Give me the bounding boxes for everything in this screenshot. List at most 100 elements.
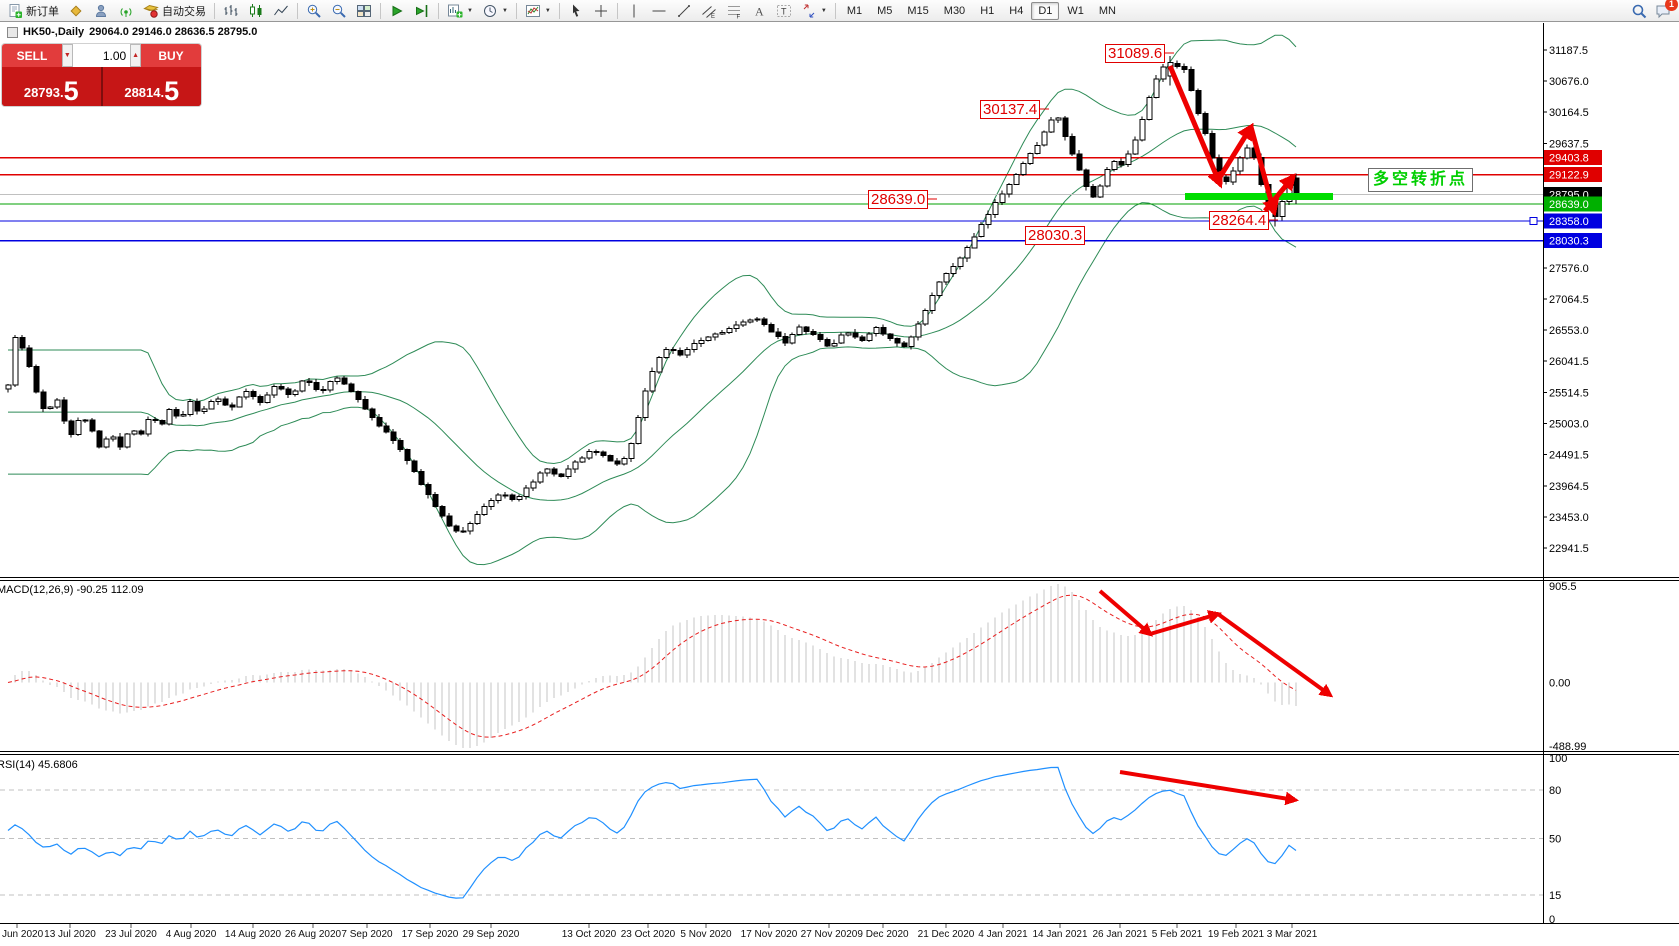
price-axis[interactable]: 31187.5 30676.0 30164.5 29637.5 27576.0 27064… [1529, 45, 1602, 555]
svg-text:23964.5: 23964.5 [1549, 481, 1589, 493]
signals-button[interactable] [114, 0, 138, 22]
svg-text:23453.0: 23453.0 [1549, 512, 1589, 524]
new-chart-button[interactable]: ▼ [443, 0, 477, 22]
trend-arrows[interactable] [1098, 65, 1334, 806]
autotrading-button[interactable]: 自动交易 [139, 0, 210, 22]
vertical-line-icon [633, 4, 635, 17]
crosshair-tool-button[interactable] [589, 0, 613, 22]
zoom-out-icon [332, 4, 346, 18]
rsi-label: RSI(14) 45.6806 [0, 759, 78, 771]
svg-text:25514.5: 25514.5 [1549, 388, 1589, 400]
vertical-line-tool[interactable] [622, 0, 646, 22]
toolbar-separator [515, 2, 517, 19]
line-chart-icon [274, 5, 288, 15]
new-order-label: 新订单 [26, 5, 59, 18]
trend-arrow [1248, 126, 1280, 217]
candlestick-chart-button[interactable] [244, 0, 268, 22]
text-tool[interactable]: A [747, 0, 771, 22]
svg-text:26041.5: 26041.5 [1549, 356, 1589, 368]
macd-indicator: MACD(12,26,9) -90.25 112.09 905.5 0.00 -488… [0, 581, 1586, 753]
buy-price[interactable]: 28814. 5 [102, 67, 201, 106]
price-annotation[interactable]: 31089.6 [1105, 44, 1166, 63]
line-chart-button[interactable] [269, 0, 293, 22]
ohlc-values: 29064.0 29146.0 28636.5 28795.0 [89, 26, 258, 38]
svg-text:7 Sep 2020: 7 Sep 2020 [341, 929, 393, 940]
arrows-tool[interactable]: ▼ [797, 0, 831, 22]
timeframe-mn[interactable]: MN [1098, 4, 1116, 17]
indicators-button[interactable]: ▼ [521, 0, 555, 22]
volume-input[interactable] [72, 44, 131, 67]
bar-chart-button[interactable] [219, 0, 243, 22]
svg-text:Jun 2020: Jun 2020 [2, 929, 44, 940]
zoom-in-icon [307, 4, 321, 18]
price-annotation[interactable]: 28264.4 [1209, 211, 1270, 230]
chart-shift-button[interactable] [410, 0, 434, 22]
cursor-tool-button[interactable] [564, 0, 588, 22]
bollinger-bands [8, 34, 1297, 566]
svg-text:27576.0: 27576.0 [1549, 263, 1589, 275]
svg-text:28358.0: 28358.0 [1549, 216, 1589, 228]
timeframe-m1[interactable]: M1 [846, 4, 863, 17]
notification-badge: 1 [1665, 0, 1678, 11]
svg-text:28030.3: 28030.3 [1549, 236, 1589, 248]
periods-button[interactable]: ▼ [478, 0, 512, 22]
symbol-period-label: HK50-,Daily [23, 26, 85, 38]
svg-text:14 Aug 2020: 14 Aug 2020 [225, 929, 282, 940]
svg-text:905.5: 905.5 [1549, 581, 1577, 593]
turning-point-label[interactable]: 多空转折点 [1368, 168, 1474, 192]
svg-text:29637.5: 29637.5 [1549, 139, 1589, 151]
date-axis[interactable]: Jun 2020 13 Jul 2020 23 Jul 2020 4 Aug 2020… [2, 924, 1318, 940]
sell-button[interactable]: SELL [2, 44, 62, 67]
price-annotation[interactable]: 30137.4 [980, 100, 1041, 119]
price-annotation[interactable]: 28030.3 [1025, 226, 1086, 245]
toolbar-separator [214, 2, 215, 19]
timeframe-h4[interactable]: H4 [1009, 4, 1024, 17]
timeframe-h1[interactable]: H1 [980, 4, 995, 17]
candlestick-icon [250, 3, 262, 17]
buy-price-main: 28814. [124, 85, 165, 100]
timeframe-m30[interactable]: M30 [943, 4, 966, 17]
svg-text:0.00: 0.00 [1549, 678, 1570, 690]
auto-scroll-button[interactable] [385, 0, 409, 22]
tile-windows-button[interactable] [352, 0, 376, 22]
svg-text:31187.5: 31187.5 [1549, 45, 1588, 57]
toolbar-separator [834, 2, 836, 19]
timeframe-d1[interactable]: D1 [1031, 1, 1060, 20]
shapes-icon [803, 4, 815, 17]
zoom-in-button[interactable] [302, 0, 326, 22]
notifications-button[interactable]: 1 [1655, 0, 1678, 19]
equidistant-channel-tool[interactable]: E [697, 0, 721, 22]
svg-text:13 Oct 2020: 13 Oct 2020 [562, 929, 617, 940]
fibonacci-tool[interactable]: F [722, 0, 746, 22]
autotrading-label: 自动交易 [162, 5, 206, 18]
chevron-down-icon: ▼ [544, 7, 551, 14]
svg-text:29122.9: 29122.9 [1549, 170, 1589, 182]
sell-price[interactable]: 28793. 5 [2, 67, 101, 106]
trendline-tool[interactable] [672, 0, 696, 22]
timeframe-m15[interactable]: M15 [907, 4, 929, 17]
buy-button[interactable]: BUY [141, 44, 201, 67]
support-zone-bar[interactable] [1185, 193, 1333, 200]
volume-increase-button[interactable]: ▲ [130, 44, 142, 67]
zoom-out-button[interactable] [327, 0, 351, 22]
fibonacci-icon: F [727, 5, 740, 19]
timeframe-m5[interactable]: M5 [877, 4, 893, 17]
search-icon[interactable] [1631, 3, 1647, 19]
timeframe-w1[interactable]: W1 [1067, 4, 1084, 17]
svg-text:5 Nov 2020: 5 Nov 2020 [680, 929, 732, 940]
svg-text:29403.8: 29403.8 [1549, 153, 1589, 165]
svg-text:F: F [736, 14, 740, 19]
svg-text:26 Aug 2020: 26 Aug 2020 [285, 929, 342, 940]
price-annotation[interactable]: 28639.0 [868, 190, 929, 209]
volume-decrease-button[interactable]: ▼ [62, 44, 73, 67]
horizontal-line-tool[interactable] [647, 0, 671, 22]
toolbar-separator [558, 2, 560, 19]
market-watch-button[interactable] [64, 0, 88, 22]
community-button[interactable] [89, 0, 113, 22]
trend-arrow [1098, 589, 1154, 637]
text-label-tool[interactable]: T [772, 0, 796, 22]
new-order-button[interactable]: 新订单 [3, 0, 63, 22]
svg-text:4 Aug 2020: 4 Aug 2020 [166, 929, 217, 940]
